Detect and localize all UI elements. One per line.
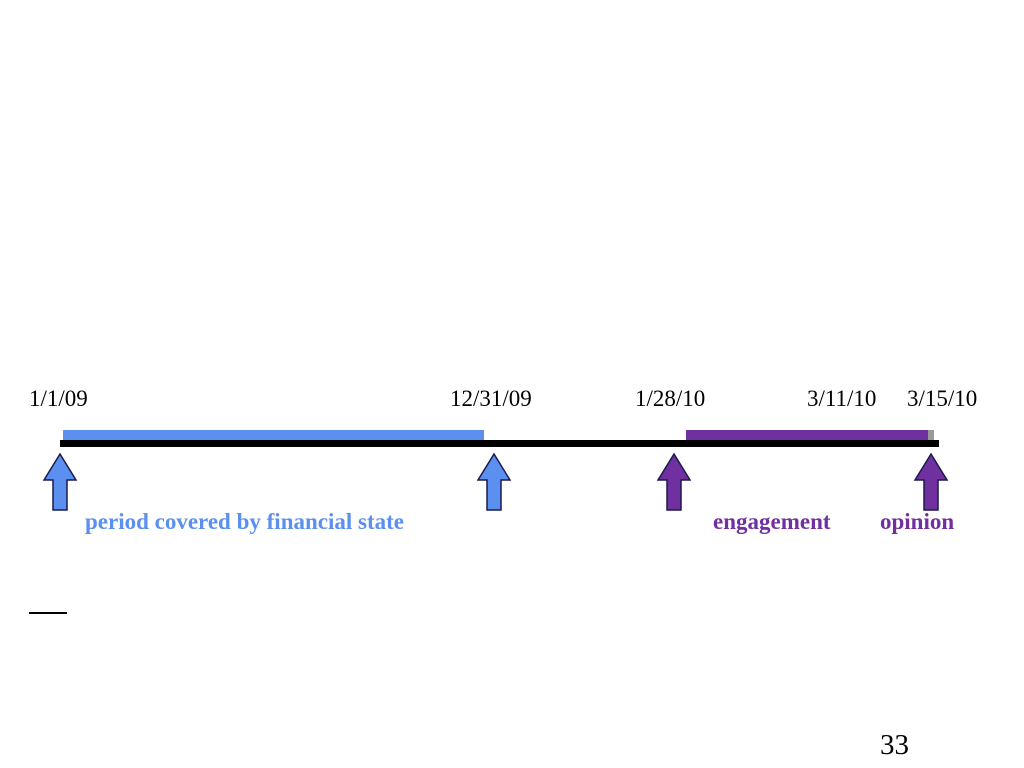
date-label-start: 1/1/09 — [29, 386, 88, 411]
period-caption: period covered by financial state — [85, 509, 404, 534]
period-covered-bar — [63, 430, 484, 441]
up-arrow-icon — [476, 452, 512, 511]
page-number: 33 — [880, 729, 909, 761]
up-arrow-icon — [42, 452, 78, 511]
opinion-caption: opinion — [880, 509, 955, 534]
up-arrow-icon — [656, 452, 692, 511]
date-label-fieldwork-end: 3/11/10 — [807, 386, 877, 411]
up-arrow-icon — [913, 452, 949, 511]
date-label-engagement: 1/28/10 — [635, 386, 706, 411]
engagement-caption: engagement — [713, 509, 831, 534]
short-rule-divider — [29, 612, 67, 614]
date-label-opinion: 3/15/10 — [907, 386, 978, 411]
engagement-bar — [686, 430, 928, 441]
engagement-bar-end — [928, 430, 934, 441]
date-label-year-end: 12/31/09 — [450, 386, 532, 411]
timeline-axis — [60, 440, 939, 447]
